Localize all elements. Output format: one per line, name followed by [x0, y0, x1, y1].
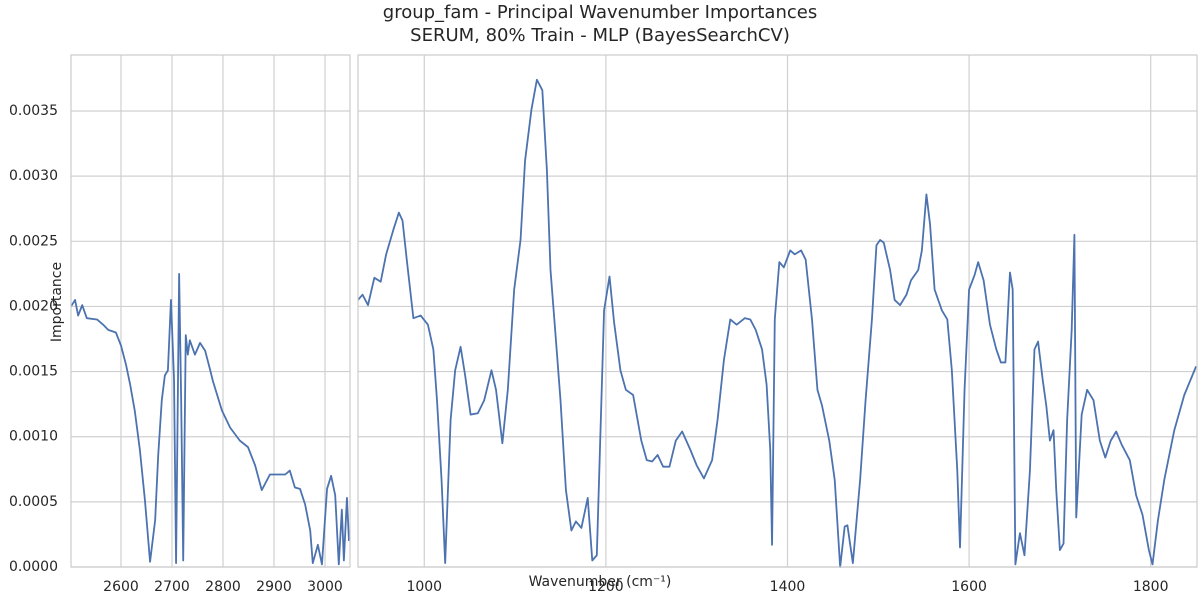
x-tick-label: 3000	[307, 579, 343, 595]
x-tick-label: 1600	[951, 579, 987, 595]
x-axis-label: Wavenumber (cm⁻¹)	[529, 574, 672, 590]
y-tick-label: 0.0000	[9, 559, 58, 575]
y-tick-label: 0.0020	[9, 298, 58, 314]
chart-subtitle: SERUM, 80% Train - MLP (BayesSearchCV)	[410, 25, 790, 46]
importance-line	[71, 272, 350, 566]
panel-frame	[70, 54, 351, 568]
y-tick-label: 0.0025	[9, 233, 58, 249]
importance-line	[358, 78, 1197, 568]
x-tick-label: 2900	[256, 579, 292, 595]
y-tick-label: 0.0030	[9, 168, 58, 184]
x-tick-label: 2700	[154, 579, 190, 595]
x-tick-label: 1800	[1133, 579, 1169, 595]
x-tick-label: 1400	[770, 579, 806, 595]
panel-frame	[357, 54, 1198, 568]
y-tick-label: 0.0005	[9, 494, 58, 510]
x-tick-label: 2600	[103, 579, 139, 595]
y-axis-label: Importance	[49, 262, 65, 342]
chart-title: group_fam - Principal Wavenumber Importa…	[383, 2, 817, 23]
y-tick-label: 0.0010	[9, 429, 58, 445]
x-tick-label: 1000	[406, 579, 442, 595]
x-tick-label: 1200	[588, 579, 624, 595]
y-tick-label: 0.0015	[9, 364, 58, 380]
x-tick-label: 2800	[205, 579, 241, 595]
y-tick-label: 0.0035	[9, 103, 58, 119]
